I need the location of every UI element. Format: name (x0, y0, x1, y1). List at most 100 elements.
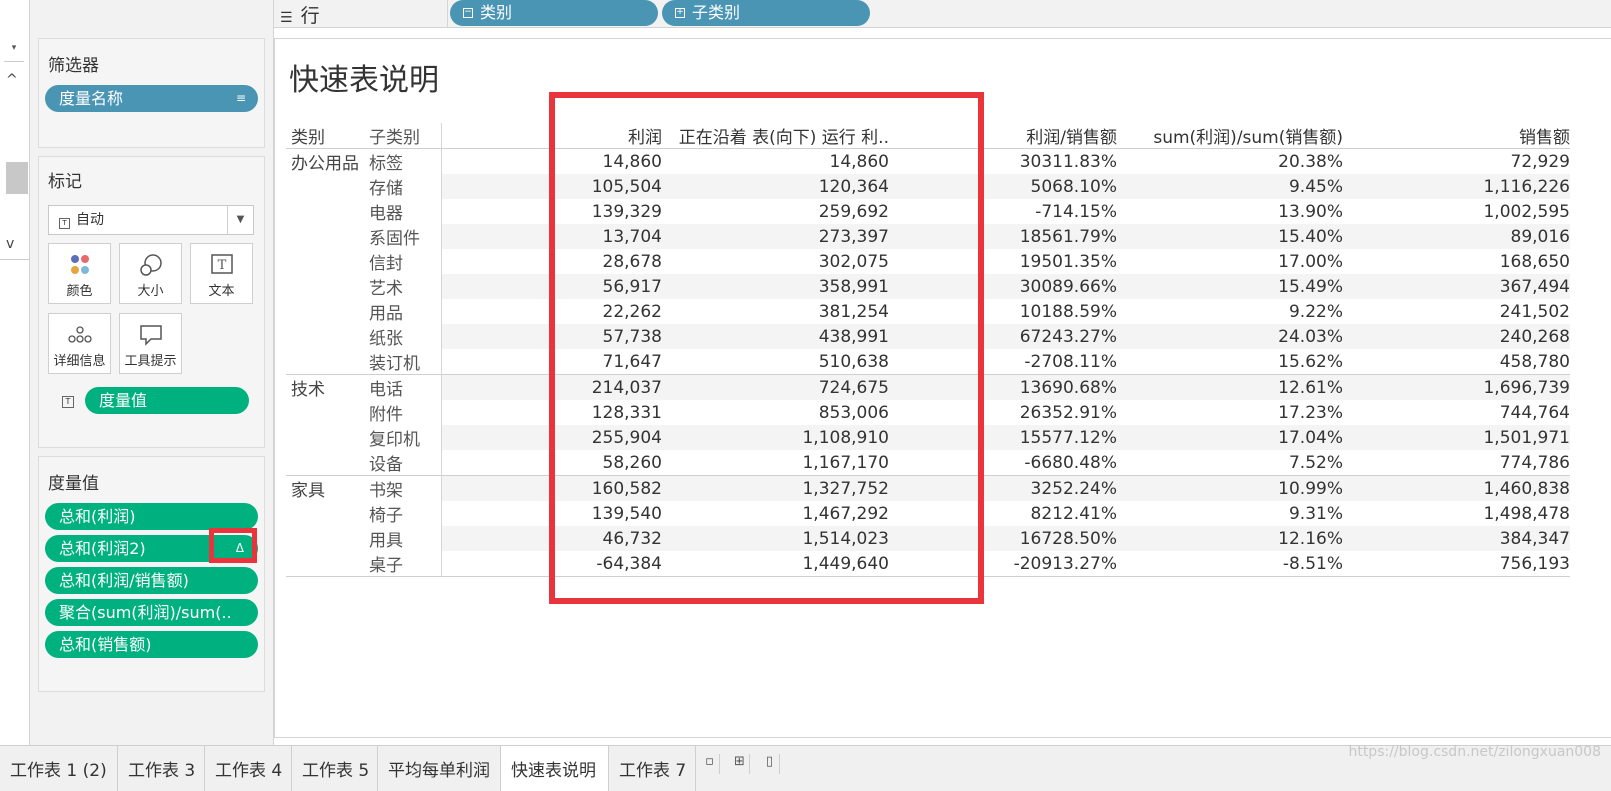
table-row[interactable]: 设备 58,260 1,167,170 -6680.48% 7.52% 774,786 (286, 450, 1570, 476)
measure-pill-sales[interactable]: 总和(销售额) (45, 631, 258, 658)
cell-category[interactable] (286, 324, 365, 349)
cell-running-profit[interactable]: 259,692 (818, 201, 889, 222)
cell-subcategory[interactable]: 信封 (365, 249, 442, 274)
cell-category[interactable] (286, 299, 365, 324)
cell-category[interactable] (286, 274, 365, 299)
cell-agg-ratio[interactable]: 9.31% (1288, 503, 1343, 524)
cell-profit[interactable]: 58,260 (602, 452, 662, 473)
header-subcategory[interactable]: 子类别 (365, 123, 442, 149)
table-row[interactable]: 用具 46,732 1,514,023 16728.50% 12.16% 384,347 (286, 526, 1570, 551)
table-row[interactable]: 椅子 139,540 1,467,292 8212.41% 9.31% 1,498,478 (286, 501, 1570, 526)
cell-category[interactable] (286, 349, 365, 375)
cell-profit-ratio[interactable]: 10188.59% (1019, 301, 1117, 322)
cell-running-profit[interactable]: 853,006 (818, 402, 889, 423)
cell-category[interactable] (286, 551, 365, 577)
filter-pill-measure-names[interactable]: 度量名称 ≡ (45, 85, 258, 112)
cell-profit-ratio[interactable]: 18561.79% (889, 224, 1117, 249)
cell-agg-ratio[interactable]: 9.45% (1117, 174, 1343, 199)
cell-profit-ratio[interactable]: 5068.10% (889, 174, 1117, 199)
cell-sales[interactable]: 168,650 (1499, 251, 1570, 272)
tab-quick-table[interactable]: 快速表说明 (501, 746, 609, 791)
new-dashboard-icon[interactable]: ⊞ (730, 754, 750, 774)
cell-running-profit[interactable]: 438,991 (662, 324, 889, 349)
cell-profit[interactable]: 139,329 (591, 201, 662, 222)
tab-sheet-1-2[interactable]: 工作表 1 (2) (0, 746, 118, 791)
cell-subcategory[interactable]: 书架 (365, 475, 442, 501)
cell-agg-ratio[interactable]: 15.62% (1278, 351, 1343, 372)
cell-profit[interactable]: 128,331 (591, 402, 662, 423)
cell-profit-ratio[interactable]: 19501.35% (1019, 251, 1117, 272)
cell-subcategory[interactable]: 装订机 (365, 349, 442, 375)
cell-sales[interactable]: 1,501,971 (1343, 425, 1570, 450)
cell-agg-ratio[interactable]: 12.61% (1117, 374, 1343, 400)
cell-running-profit[interactable]: 1,108,910 (662, 425, 889, 450)
cell-sales[interactable]: 1,116,226 (1343, 174, 1570, 199)
cell-running-profit[interactable]: 302,075 (818, 251, 889, 272)
tab-avg-profit[interactable]: 平均每单利润 (378, 746, 501, 791)
cell-running-profit[interactable]: 1,449,640 (662, 551, 889, 577)
cell-running-profit[interactable]: 1,327,752 (662, 475, 889, 501)
cell-subcategory[interactable]: 桌子 (365, 551, 442, 577)
cell-category[interactable] (286, 400, 365, 425)
cell-category[interactable]: 家具 (286, 475, 365, 501)
table-row[interactable]: 电器 139,329 259,692 -714.15% 13.90% 1,002,595 (286, 199, 1570, 224)
header-running-profit[interactable]: 正在沿着 表(向下) 运行 利.. (662, 123, 889, 149)
cell-sales[interactable]: 744,764 (1499, 402, 1570, 423)
rows-pill-subcategory[interactable]: + 子类别 (662, 0, 870, 26)
cell-profit-ratio[interactable]: 67243.27% (889, 324, 1117, 349)
color-button[interactable]: 颜色 (48, 243, 111, 304)
expand-icon[interactable]: + (675, 7, 685, 18)
cell-sales[interactable]: 1,460,838 (1343, 475, 1570, 501)
table-row[interactable]: 家具 书架 160,582 1,327,752 3252.24% 10.99% 1,460,… (286, 475, 1570, 501)
rows-pill-category[interactable]: − 类别 (450, 0, 658, 26)
table-row[interactable]: 系固件 13,704 273,397 18561.79% 15.40% 89,016 (286, 224, 1570, 249)
detail-button[interactable]: 详细信息 (48, 313, 111, 374)
cell-sales[interactable]: 1,498,478 (1483, 503, 1570, 524)
cell-subcategory[interactable]: 椅子 (365, 501, 442, 526)
cell-category[interactable]: 办公用品 (286, 148, 365, 174)
cell-subcategory[interactable]: 存储 (365, 174, 442, 199)
new-sheet-icon[interactable]: ▫ (700, 754, 720, 774)
cell-subcategory[interactable]: 用具 (365, 526, 442, 551)
table-row[interactable]: 信封 28,678 302,075 19501.35% 17.00% 168,650 (286, 249, 1570, 274)
cell-profit[interactable]: 71,647 (602, 351, 662, 372)
cell-agg-ratio[interactable]: 17.04% (1117, 425, 1343, 450)
header-sales[interactable]: 销售额 (1343, 123, 1570, 149)
cell-category[interactable] (286, 526, 365, 551)
cell-sales[interactable]: 458,780 (1499, 351, 1570, 372)
cell-category[interactable] (286, 249, 365, 274)
new-story-icon[interactable]: ▯ (760, 754, 780, 774)
cell-profit[interactable]: 22,262 (602, 301, 662, 322)
cell-running-profit[interactable]: 358,991 (662, 274, 889, 299)
cell-profit-ratio[interactable]: -20913.27% (889, 551, 1117, 577)
cell-agg-ratio[interactable]: 15.49% (1117, 274, 1343, 299)
cell-agg-ratio[interactable]: 9.22% (1288, 301, 1343, 322)
cell-category[interactable] (286, 174, 365, 199)
cell-agg-ratio[interactable]: 15.40% (1117, 224, 1343, 249)
cell-sales[interactable]: 241,502 (1499, 301, 1570, 322)
cell-agg-ratio[interactable]: 24.03% (1117, 324, 1343, 349)
cell-agg-ratio[interactable]: 12.16% (1117, 526, 1343, 551)
table-row[interactable]: 用品 22,262 381,254 10188.59% 9.22% 241,502 (286, 299, 1570, 324)
cell-subcategory[interactable]: 电话 (365, 374, 442, 400)
size-button[interactable]: 大小 (119, 243, 182, 304)
cell-profit-ratio[interactable]: -2708.11% (1024, 351, 1117, 372)
cell-category[interactable] (286, 425, 365, 450)
cell-profit-ratio[interactable]: 3252.24% (889, 475, 1117, 501)
tab-sheet-4[interactable]: 工作表 4 (205, 746, 292, 791)
cell-subcategory[interactable]: 设备 (365, 450, 442, 476)
tab-sheet-5[interactable]: 工作表 5 (292, 746, 378, 791)
chevron-down-icon[interactable]: ▼ (227, 206, 253, 234)
cell-running-profit[interactable]: 510,638 (818, 351, 889, 372)
cell-running-profit[interactable]: 273,397 (662, 224, 889, 249)
measure-pill-agg-ratio[interactable]: 聚合(sum(利润)/sum(.. (45, 599, 258, 626)
table-row[interactable]: 纸张 57,738 438,991 67243.27% 24.03% 240,268 (286, 324, 1570, 349)
cell-subcategory[interactable]: 标签 (365, 148, 442, 174)
cell-running-profit[interactable]: 724,675 (662, 374, 889, 400)
cell-subcategory[interactable]: 系固件 (365, 224, 442, 249)
cell-agg-ratio[interactable]: 17.23% (1278, 402, 1343, 423)
cell-sales[interactable]: 367,494 (1343, 274, 1570, 299)
table-row[interactable]: 复印机 255,904 1,108,910 15577.12% 17.04% 1,501,… (286, 425, 1570, 450)
cell-sales[interactable]: 756,193 (1343, 551, 1570, 577)
mark-type-select[interactable]: T 自动 ▼ (48, 205, 254, 235)
